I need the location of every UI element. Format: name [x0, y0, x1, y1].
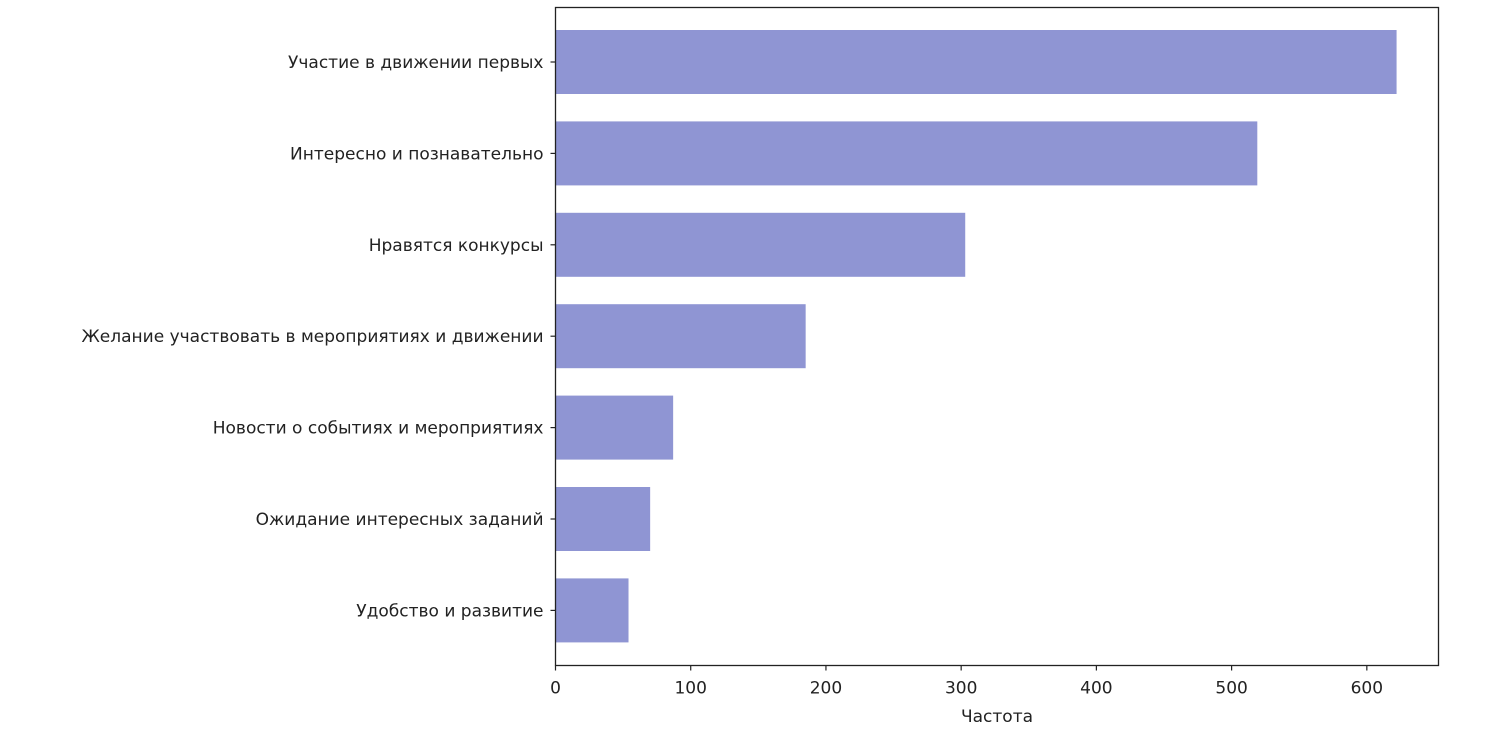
axes-frame: [554, 6, 1440, 667]
bar: [555, 30, 1397, 94]
x-tick-label: 100: [674, 679, 706, 699]
bar: [555, 487, 651, 551]
x-tick-label: 0: [550, 679, 561, 699]
x-tick-label: 300: [945, 679, 977, 699]
x-tick-label: 400: [1080, 679, 1112, 699]
y-tick-label: Интересно и познавательно: [290, 144, 543, 164]
x-tick-label: 200: [810, 679, 842, 699]
y-tick-label: Участие в движении первых: [288, 53, 543, 73]
y-tick-label: Желание участвовать в мероприятиях и дви…: [81, 327, 543, 347]
bar: [555, 121, 1258, 186]
x-axis-label: Частота: [961, 707, 1033, 727]
bar: [555, 578, 629, 643]
y-tick-label: Нравятся конкурсы: [369, 236, 544, 256]
bar: [555, 304, 806, 369]
bar: [555, 395, 674, 460]
y-tick-label: Новости о событиях и мероприятиях: [213, 419, 544, 439]
y-tick-label: Ожидание интересных заданий: [256, 510, 544, 530]
bar: [555, 212, 966, 277]
y-tick-label: Удобство и развитие: [356, 601, 543, 621]
x-tick-label: 500: [1215, 679, 1247, 699]
x-tick-label: 600: [1351, 679, 1383, 699]
